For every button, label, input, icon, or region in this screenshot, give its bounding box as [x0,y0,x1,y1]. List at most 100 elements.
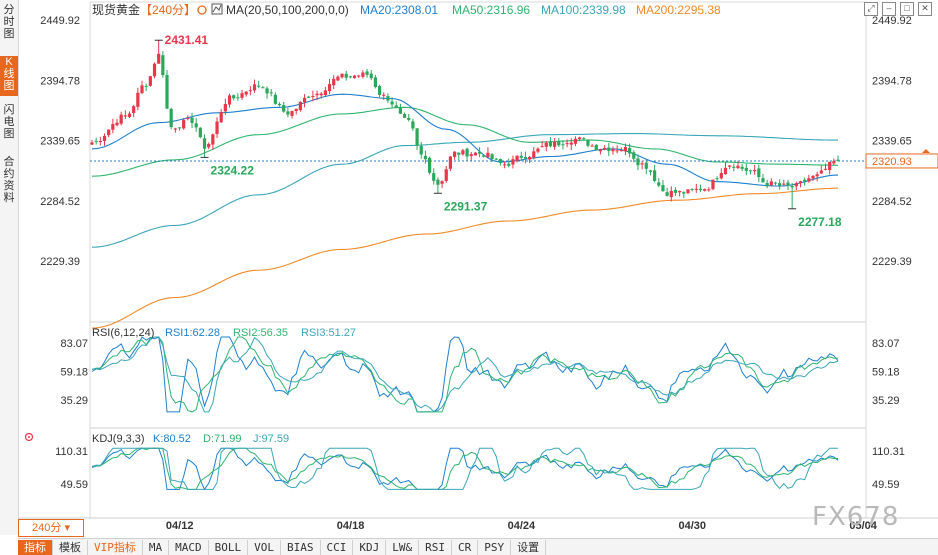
rail-tab-timeshare[interactable]: 分时图 [3,4,15,40]
candle-body [544,142,548,147]
kdj-settings-icon[interactable] [24,432,34,442]
tab-vip-indicators[interactable]: VIP指标 [88,539,143,555]
candle-body [290,110,294,116]
candle-body [327,84,332,92]
candle-body [661,185,665,192]
candle-body [152,63,157,77]
annotation-layer: 2431.41 2324.22 2291.37 2277.18 [154,33,842,229]
candle-body [615,150,619,152]
candle-body [227,95,232,105]
tab-vol[interactable]: VOL [248,539,281,555]
close-icon[interactable]: ✕ [918,2,932,16]
candle-body [148,76,152,86]
ma200-line [91,187,838,329]
candle-body [286,111,290,115]
period-selector[interactable]: 240分 ▾ [18,519,84,537]
candle-body [732,166,736,168]
candle-body [798,181,803,183]
candle-body [107,129,111,136]
restore-icon[interactable]: □ [900,2,914,16]
candle-body [644,162,648,169]
candle-body [623,146,628,152]
candle-body [423,155,428,160]
period-label: 【240分】 [140,3,196,17]
candle-layer [90,40,840,209]
tab-cr[interactable]: CR [452,539,479,555]
candle-body [511,159,515,165]
candle-body [252,84,257,91]
kdj-tick-label: 49.59 [872,479,900,491]
candle-body [461,150,465,155]
candle-body [753,169,757,172]
fullscreen-icon[interactable]: ⤢ [864,2,878,16]
candle-body [648,170,653,172]
candle-body [386,96,390,101]
tab-rsi[interactable]: RSI [419,539,452,555]
tab-macd[interactable]: MACD [169,539,209,555]
tab-templates[interactable]: 模板 [53,539,88,555]
tab-settings[interactable]: 设置 [511,539,547,555]
candle-body [607,147,611,151]
candle-body [136,92,140,107]
current-price-tag: 2320.93 [865,148,938,169]
tab-boll[interactable]: BOLL [209,539,249,555]
candle-body [515,155,519,161]
candle-body [415,128,419,146]
price-tick-label: 2394.78 [872,75,912,87]
ma100-line [91,133,838,248]
price-tick-label: 2229.39 [40,256,80,268]
candle-body [703,189,707,191]
candle-body [519,155,523,158]
candle-body [632,152,636,159]
kdj-params-label: KDJ(9,3,3) [92,433,145,445]
left-rail: 分时图 K线图 闪电图 合约资料 [0,0,19,535]
candle-body [140,85,144,94]
candle-body [169,108,173,128]
rsi-tick-label: 59.18 [872,367,900,379]
candle-body [498,159,503,163]
tab-kdj[interactable]: KDJ [353,539,387,555]
candle-body [815,174,819,177]
candle-body [473,152,478,156]
candle-body [427,157,432,173]
rsi1-legend: RSI1:62.28 [165,327,220,339]
ma-params-label: MA(20,50,100,200,0,0) [226,3,349,17]
settings-gear-icon[interactable] [197,5,207,15]
kdj-axis-right: 110.31 49.59 [872,446,905,491]
tab-indicators[interactable]: 指标 [18,539,53,555]
candle-body [102,135,107,141]
tab-lwr[interactable]: LW& [386,539,420,555]
candle-body [578,137,582,140]
low-annotation: 2291.37 [444,199,488,213]
current-price-arrow-icon [922,148,930,153]
rail-tab-kline[interactable]: K线图 [0,56,18,96]
tab-cci[interactable]: CCI [321,539,354,555]
rsi-line [91,336,839,413]
candle-body [132,106,136,114]
rsi-tick-label: 83.07 [60,338,88,350]
rail-tab-contract-info[interactable]: 合约资料 [3,156,15,204]
ma100-legend: MA100:2339.98 [541,3,626,17]
candle-body [823,168,828,170]
tab-bias[interactable]: BIAS [281,539,321,555]
ma-toggle-icon[interactable] [211,3,223,15]
candle-body [173,128,177,130]
candle-body [111,124,115,130]
candle-body [444,169,448,181]
tab-psy[interactable]: PSY [478,539,512,555]
candle-body [265,88,269,94]
candle-body [190,117,194,123]
date-tick-label: 04/30 [679,520,707,532]
candle-body [257,85,261,87]
tab-ma[interactable]: MA [143,539,170,555]
date-tick-label: 05/04 [849,520,877,532]
candle-body [719,173,723,179]
candle-body [757,168,761,178]
rsi-tick-label: 35.29 [872,395,900,407]
candle-body [736,165,740,169]
candle-body [590,145,594,147]
kline-chart[interactable]: 现货黄金 【240分】 MA(20,50,100,200,0,0) MA20:2… [0,0,938,538]
minimize-icon[interactable]: – [882,2,896,16]
rail-tab-flash[interactable]: 闪电图 [3,104,15,140]
candle-body [407,117,411,120]
